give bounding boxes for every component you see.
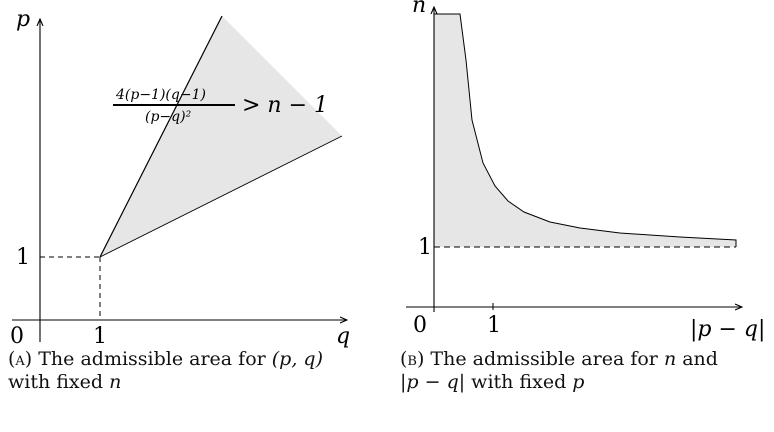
x-tick-label-1: 1: [93, 324, 107, 349]
y-axis-label-n: n: [412, 0, 426, 18]
inequality-label: 4(p−1)(q−1) (p−q)² > n − 1: [113, 87, 328, 125]
caption-b-math2: |p − q|: [400, 371, 466, 393]
caption-a-line2: with fixed n: [8, 371, 323, 394]
right-panel: n |p − q| 0 1 1: [406, 0, 765, 342]
x-axis-label-abs-pq: |p − q|: [690, 317, 765, 342]
caption-b-math3: p: [572, 371, 585, 393]
admissible-region-pq: [100, 16, 342, 257]
caption-a-line1: (a) The admissible area for (p, q): [8, 348, 323, 371]
caption-a-tag: (a): [8, 348, 33, 370]
caption-b-text2: with fixed: [465, 371, 573, 393]
caption-b-math1: n: [663, 348, 677, 370]
left-panel: p q 0 1 1 4(p−1)(q−1) (p−q)² > n − 1: [10, 7, 350, 349]
caption-a-math2: n: [109, 371, 122, 393]
y-axis-label-p: p: [16, 7, 30, 32]
caption-b-line1: (b) The admissible area for n and: [400, 348, 774, 371]
admissible-region-n: [434, 14, 736, 247]
region-upper-edge: [99, 15, 223, 258]
caption-a-text2: with fixed: [8, 371, 110, 393]
region-lower-edge: [99, 135, 343, 258]
caption-a-math1: (p, q): [271, 348, 323, 370]
x-axis-label-q: q: [336, 324, 350, 349]
caption-a: (a) The admissible area for (p, q) with …: [8, 348, 323, 394]
caption-b-tail: and: [676, 348, 718, 370]
caption-b-text1: The admissible area for: [424, 348, 664, 370]
inequality-denominator: (p−q)²: [145, 109, 192, 125]
y-tick-label-1: 1: [16, 245, 30, 270]
caption-a-text1: The admissible area for: [32, 348, 272, 370]
caption-b-line2: |p − q| with fixed p: [400, 371, 774, 394]
caption-b: (b) The admissible area for n and |p − q…: [400, 348, 774, 394]
x-tick-label-1: 1: [487, 313, 501, 338]
y-tick-label-1: 1: [418, 235, 432, 260]
inequality-rest: > n − 1: [242, 93, 328, 118]
origin-label: 0: [10, 324, 24, 349]
boundary-curve: [434, 13, 737, 247]
origin-label: 0: [413, 313, 427, 338]
inequality-numerator: 4(p−1)(q−1): [115, 87, 206, 103]
caption-b-tag: (b): [400, 348, 425, 370]
